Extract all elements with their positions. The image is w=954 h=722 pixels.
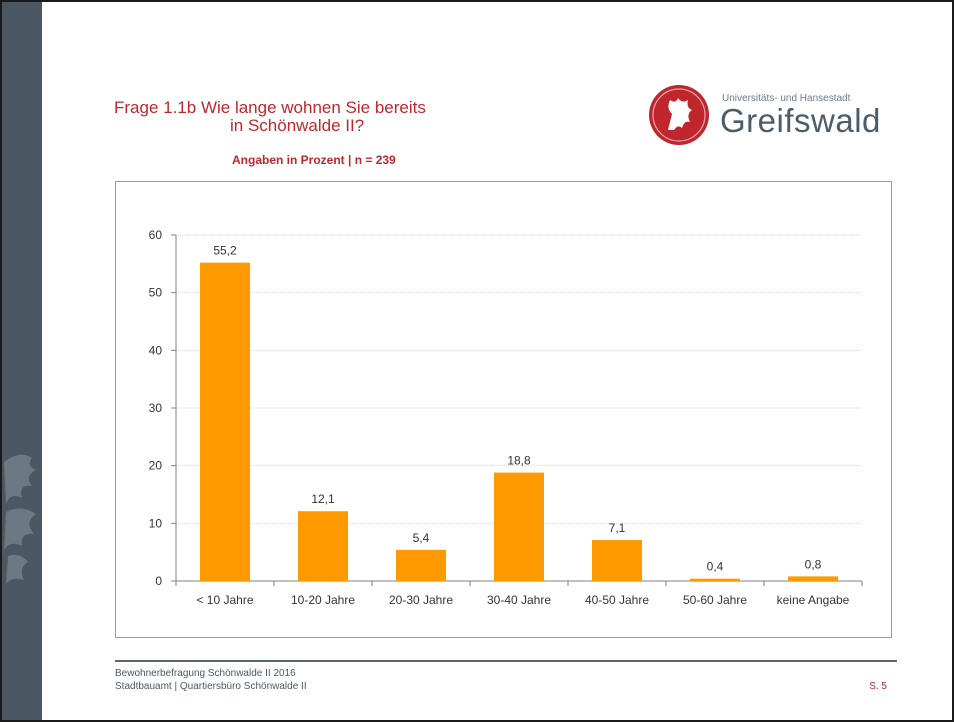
x-tick-label: 30-40 Jahre [487,593,551,607]
x-tick-label: keine Angabe [777,593,850,607]
data-label: 0,8 [805,557,822,571]
data-label: 7,1 [609,521,626,535]
x-tick-label: 40-50 Jahre [585,593,649,607]
x-tick-label: 50-60 Jahre [683,593,747,607]
y-tick-label: 50 [149,286,163,300]
y-tick-label: 10 [149,516,163,530]
bar-chart: 0 10 20 30 40 50 60 55,2 < 10 Jahre 12,1 10-20 Jah… [149,228,863,607]
data-label: 18,8 [507,454,531,468]
y-tick-label: 60 [149,228,163,242]
x-tick-label: < 10 Jahre [196,593,253,607]
logo-wordmark: Greifswald [720,102,881,139]
y-tick-label: 30 [149,401,163,415]
bar [690,578,740,581]
x-tick-label: 10-20 Jahre [291,593,355,607]
logo-subtitle: Universitäts- und Hansestadt [722,93,851,104]
y-tick-label: 40 [149,343,163,357]
slide-title-line2: in Schönwalde II? [230,116,365,135]
bar [298,511,348,581]
page-number: S. 5 [869,681,887,692]
data-label: 55,2 [213,244,237,258]
griffin-seal-icon [649,85,709,145]
slide-title-line1: Frage 1.1b Wie lange wohnen Sie bereits [114,98,426,117]
footer-line1: Bewohnerbefragung Schönwalde II 2016 [115,668,296,679]
bar [200,262,250,581]
chart-box: 0 10 20 30 40 50 60 55,2 < 10 Jahre 12,1 10-20 Jah… [115,181,892,638]
footer-divider [115,660,897,662]
sidebar [2,2,42,720]
data-label: 0,4 [707,560,724,574]
y-tick-label: 20 [149,459,163,473]
griffin-watermark-icon [4,454,36,584]
bar [396,549,446,581]
bar [592,540,642,581]
bar [494,472,544,581]
greifswald-logo: Universitäts- und Hansestadt Greifswald [648,84,908,146]
footer-line2: Stadtbauamt | Quartiersbüro Schönwalde I… [115,681,307,692]
data-label: 12,1 [311,492,335,506]
data-label: 5,4 [413,531,430,545]
slide-subtitle: Angaben in Prozent | n = 239 [232,153,396,167]
x-tick-label: 20-30 Jahre [389,593,453,607]
y-tick-label: 0 [155,574,162,588]
bar [788,576,838,581]
